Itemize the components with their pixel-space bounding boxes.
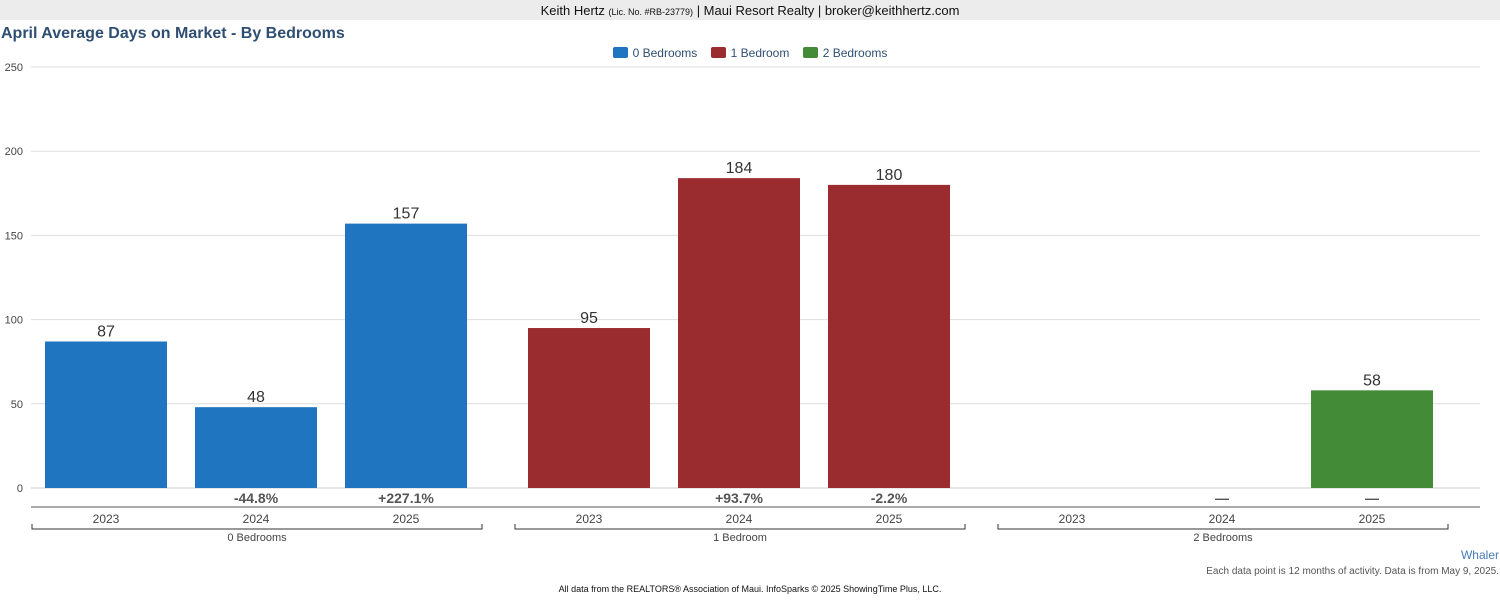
x-tick-label: 2024 bbox=[1209, 512, 1236, 526]
y-tick-label: 150 bbox=[5, 230, 23, 242]
x-tick-label: 2025 bbox=[876, 512, 903, 526]
bar bbox=[828, 184, 950, 488]
footer-credit: All data from the REALTORS® Association … bbox=[558, 584, 942, 594]
legend-swatch bbox=[710, 47, 726, 58]
y-tick-label: 200 bbox=[5, 146, 23, 158]
bar-chart: 0 50 100 150 200 250 87 2023 48 -44.8% 2024 157 +227… bbox=[5, 62, 1480, 544]
data-note: Each data point is 12 months of activity… bbox=[1206, 566, 1499, 577]
y-tick-label: 50 bbox=[11, 399, 23, 411]
bar bbox=[45, 341, 167, 488]
bar-value-label: 184 bbox=[726, 160, 753, 177]
change-label: -2.2% bbox=[871, 490, 908, 506]
legend-label: 0 Bedrooms bbox=[632, 46, 698, 60]
change-label: — bbox=[1215, 490, 1229, 506]
x-tick-label: 2024 bbox=[726, 512, 753, 526]
group-bracket bbox=[997, 524, 1449, 530]
legend-swatch bbox=[802, 47, 818, 58]
legend-label: 1 Bedroom bbox=[730, 46, 790, 60]
x-tick-label: 2024 bbox=[243, 512, 270, 526]
legend-swatch bbox=[612, 47, 628, 58]
x-tick-label: 2023 bbox=[576, 512, 603, 526]
agency-contact: | Maui Resort Realty | broker@keithhertz… bbox=[696, 3, 960, 18]
x-tick-label: 2023 bbox=[93, 512, 120, 526]
bar bbox=[678, 178, 800, 489]
bar bbox=[528, 328, 650, 488]
bar-value-label: 157 bbox=[393, 206, 420, 223]
watermark-text: Whaler bbox=[1460, 548, 1499, 562]
license-number: (Lic. No. #RB-23779) bbox=[608, 7, 694, 17]
x-tick-label: 2023 bbox=[1059, 512, 1086, 526]
bar-value-label: 180 bbox=[876, 167, 903, 184]
legend-item-1-bedroom[interactable]: 1 Bedroom bbox=[710, 46, 790, 60]
legend: 0 Bedrooms 1 Bedroom 2 Bedrooms bbox=[0, 46, 1500, 60]
group-label: 0 Bedrooms bbox=[227, 532, 287, 544]
chart-title: April Average Days on Market - By Bedroo… bbox=[1, 25, 345, 42]
x-tick-label: 2025 bbox=[1359, 512, 1386, 526]
x-tick-label: 2025 bbox=[393, 512, 420, 526]
bar bbox=[195, 407, 317, 488]
y-tick-label: 0 bbox=[17, 483, 23, 495]
group-label: 1 Bedroom bbox=[713, 532, 767, 544]
y-tick-label: 100 bbox=[5, 315, 23, 327]
header-bar: Keith Hertz (Lic. No. #RB-23779) | Maui … bbox=[0, 0, 1500, 20]
bar-value-label: 87 bbox=[97, 323, 115, 340]
change-label: +227.1% bbox=[378, 490, 434, 506]
change-label: +93.7% bbox=[715, 490, 763, 506]
y-tick-label: 250 bbox=[5, 62, 23, 74]
change-label: — bbox=[1365, 490, 1379, 506]
legend-item-2-bedrooms[interactable]: 2 Bedrooms bbox=[802, 46, 888, 60]
group-bracket bbox=[514, 524, 966, 530]
legend-label: 2 Bedrooms bbox=[822, 46, 888, 60]
bar-value-label: 48 bbox=[247, 389, 265, 406]
change-label: -44.8% bbox=[234, 490, 279, 506]
bar-value-label: 95 bbox=[580, 310, 598, 327]
legend-item-0-bedrooms[interactable]: 0 Bedrooms bbox=[612, 46, 698, 60]
group-label: 2 Bedrooms bbox=[1193, 532, 1253, 544]
bar bbox=[1311, 390, 1433, 488]
agent-name: Keith Hertz bbox=[540, 3, 605, 18]
bar bbox=[345, 223, 467, 488]
bar-value-label: 58 bbox=[1363, 372, 1381, 389]
group-bracket bbox=[31, 524, 483, 530]
